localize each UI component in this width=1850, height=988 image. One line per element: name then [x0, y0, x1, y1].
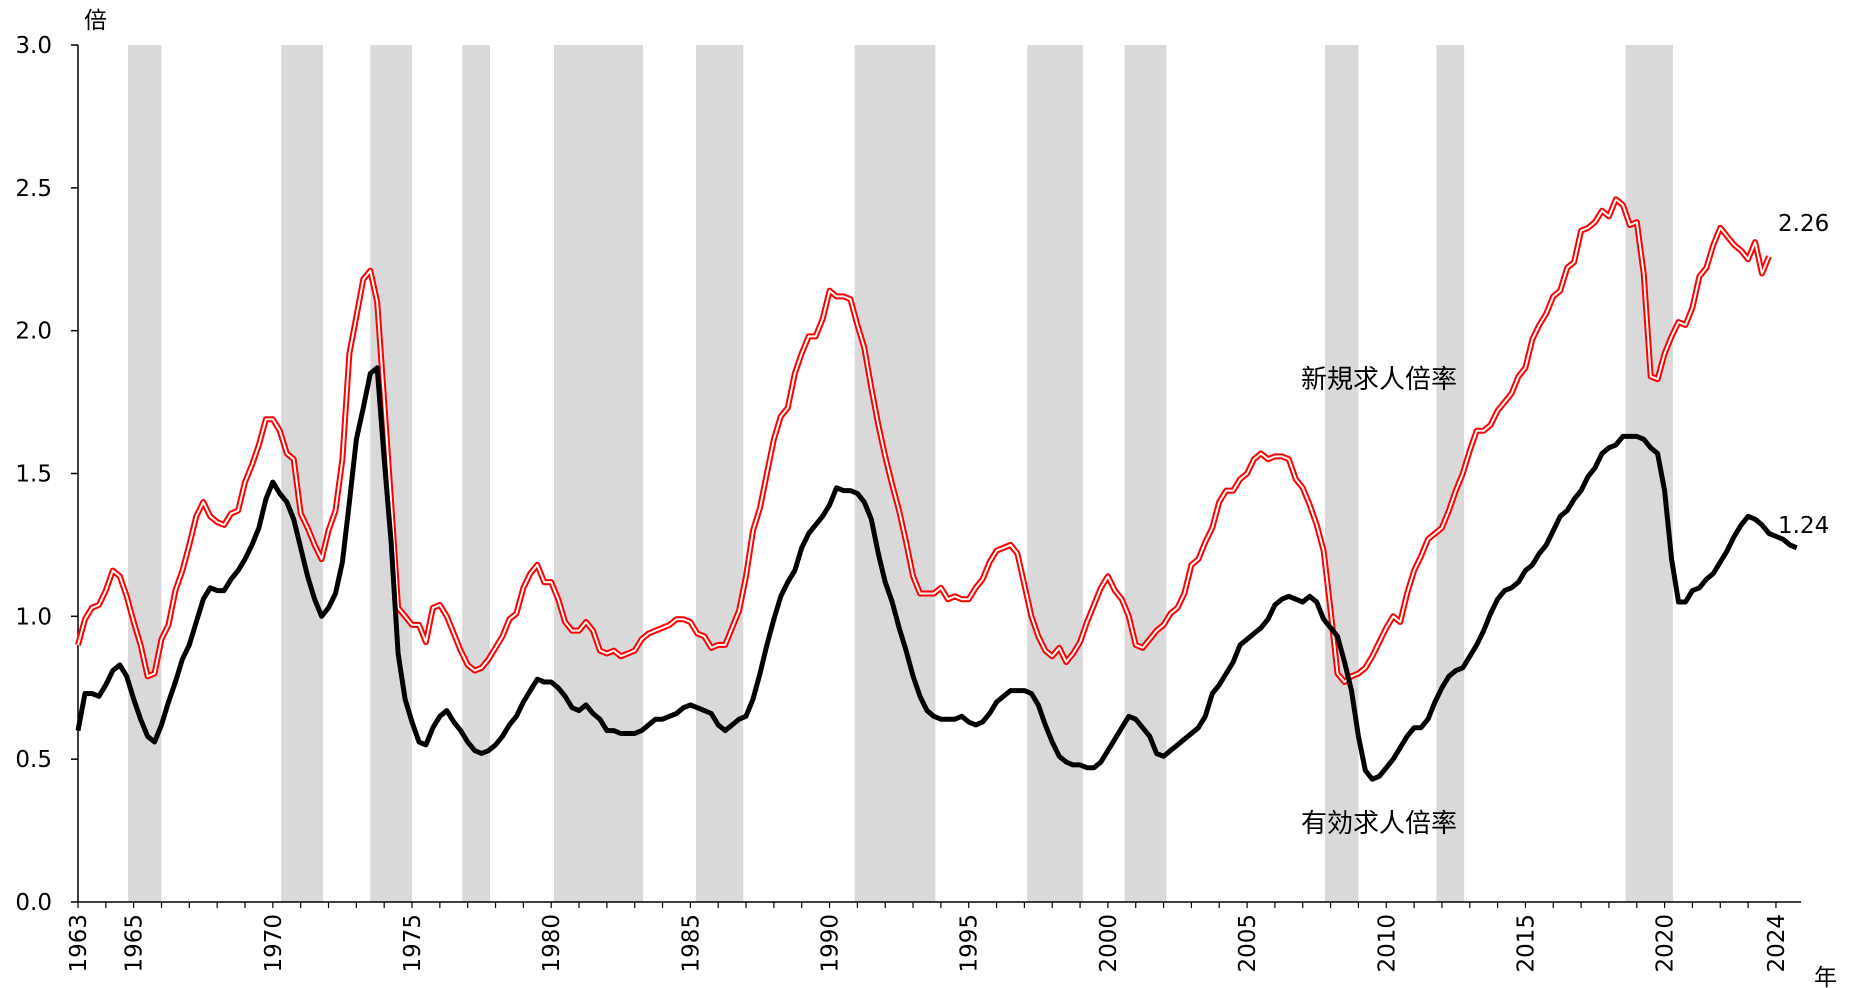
x-tick-label: 1965 — [122, 914, 148, 973]
recession-band-9 — [1325, 45, 1359, 902]
x-tick-label: 1970 — [261, 914, 287, 973]
x-tick-label: 2020 — [1653, 914, 1679, 973]
x-tick-label: 2000 — [1096, 914, 1122, 973]
recession-band-7 — [1027, 45, 1083, 902]
recession-band-8 — [1124, 45, 1167, 902]
x-tick-label: 1985 — [678, 914, 704, 973]
y-tick-label: 0.5 — [15, 747, 52, 773]
x-tick-label: 2005 — [1235, 914, 1261, 973]
y-tick-label: 2.0 — [15, 319, 52, 345]
y-tick-label: 1.0 — [15, 604, 52, 630]
axes-layer — [77, 45, 1801, 903]
series-line-new-offers-ratio-core — [77, 198, 1770, 683]
recession-band-10 — [1436, 45, 1465, 902]
x-tick-label: 1975 — [400, 914, 426, 973]
end-value-label-new-offers-ratio: 2.26 — [1778, 211, 1829, 237]
x-unit-label: 年 — [1814, 965, 1837, 988]
x-tick-label: 1995 — [957, 914, 983, 973]
recession-band-11 — [1625, 45, 1673, 902]
recession-shading-layer — [128, 45, 1673, 902]
series-layer — [75, 196, 1798, 782]
series-label-new-offers-ratio: 新規求人倍率 — [1301, 365, 1457, 395]
y-tick-label: 0.0 — [15, 890, 52, 916]
recession-band-4 — [553, 45, 644, 902]
recession-band-0 — [128, 45, 162, 902]
series-label-active-offers-ratio: 有効求人倍率 — [1301, 809, 1457, 839]
x-tick-label: 2024 — [1764, 914, 1790, 973]
recession-band-1 — [281, 45, 323, 902]
x-tick-label: 2010 — [1374, 914, 1400, 973]
x-tick-label: 2015 — [1513, 914, 1539, 973]
end-value-label-active-offers-ratio: 1.24 — [1778, 513, 1829, 539]
x-tick-label: 1980 — [539, 914, 565, 973]
recession-band-3 — [462, 45, 490, 902]
y-tick-label: 1.5 — [15, 462, 52, 488]
x-tick-label: 1963 — [66, 914, 92, 973]
recession-band-6 — [854, 45, 936, 902]
y-tick-label: 3.0 — [15, 33, 52, 59]
x-tick-label: 1990 — [818, 914, 844, 973]
series-line-active-offers-ratio — [75, 365, 1798, 782]
ticks-layer: 0.0 0.5 1.0 1.5 2.0 2.5 3.0 1963 1965 1970 1975 198… — [15, 33, 1790, 973]
recession-band-5 — [695, 45, 744, 902]
y-unit-label: 倍 — [84, 8, 107, 34]
y-tick-label: 2.5 — [15, 176, 52, 202]
